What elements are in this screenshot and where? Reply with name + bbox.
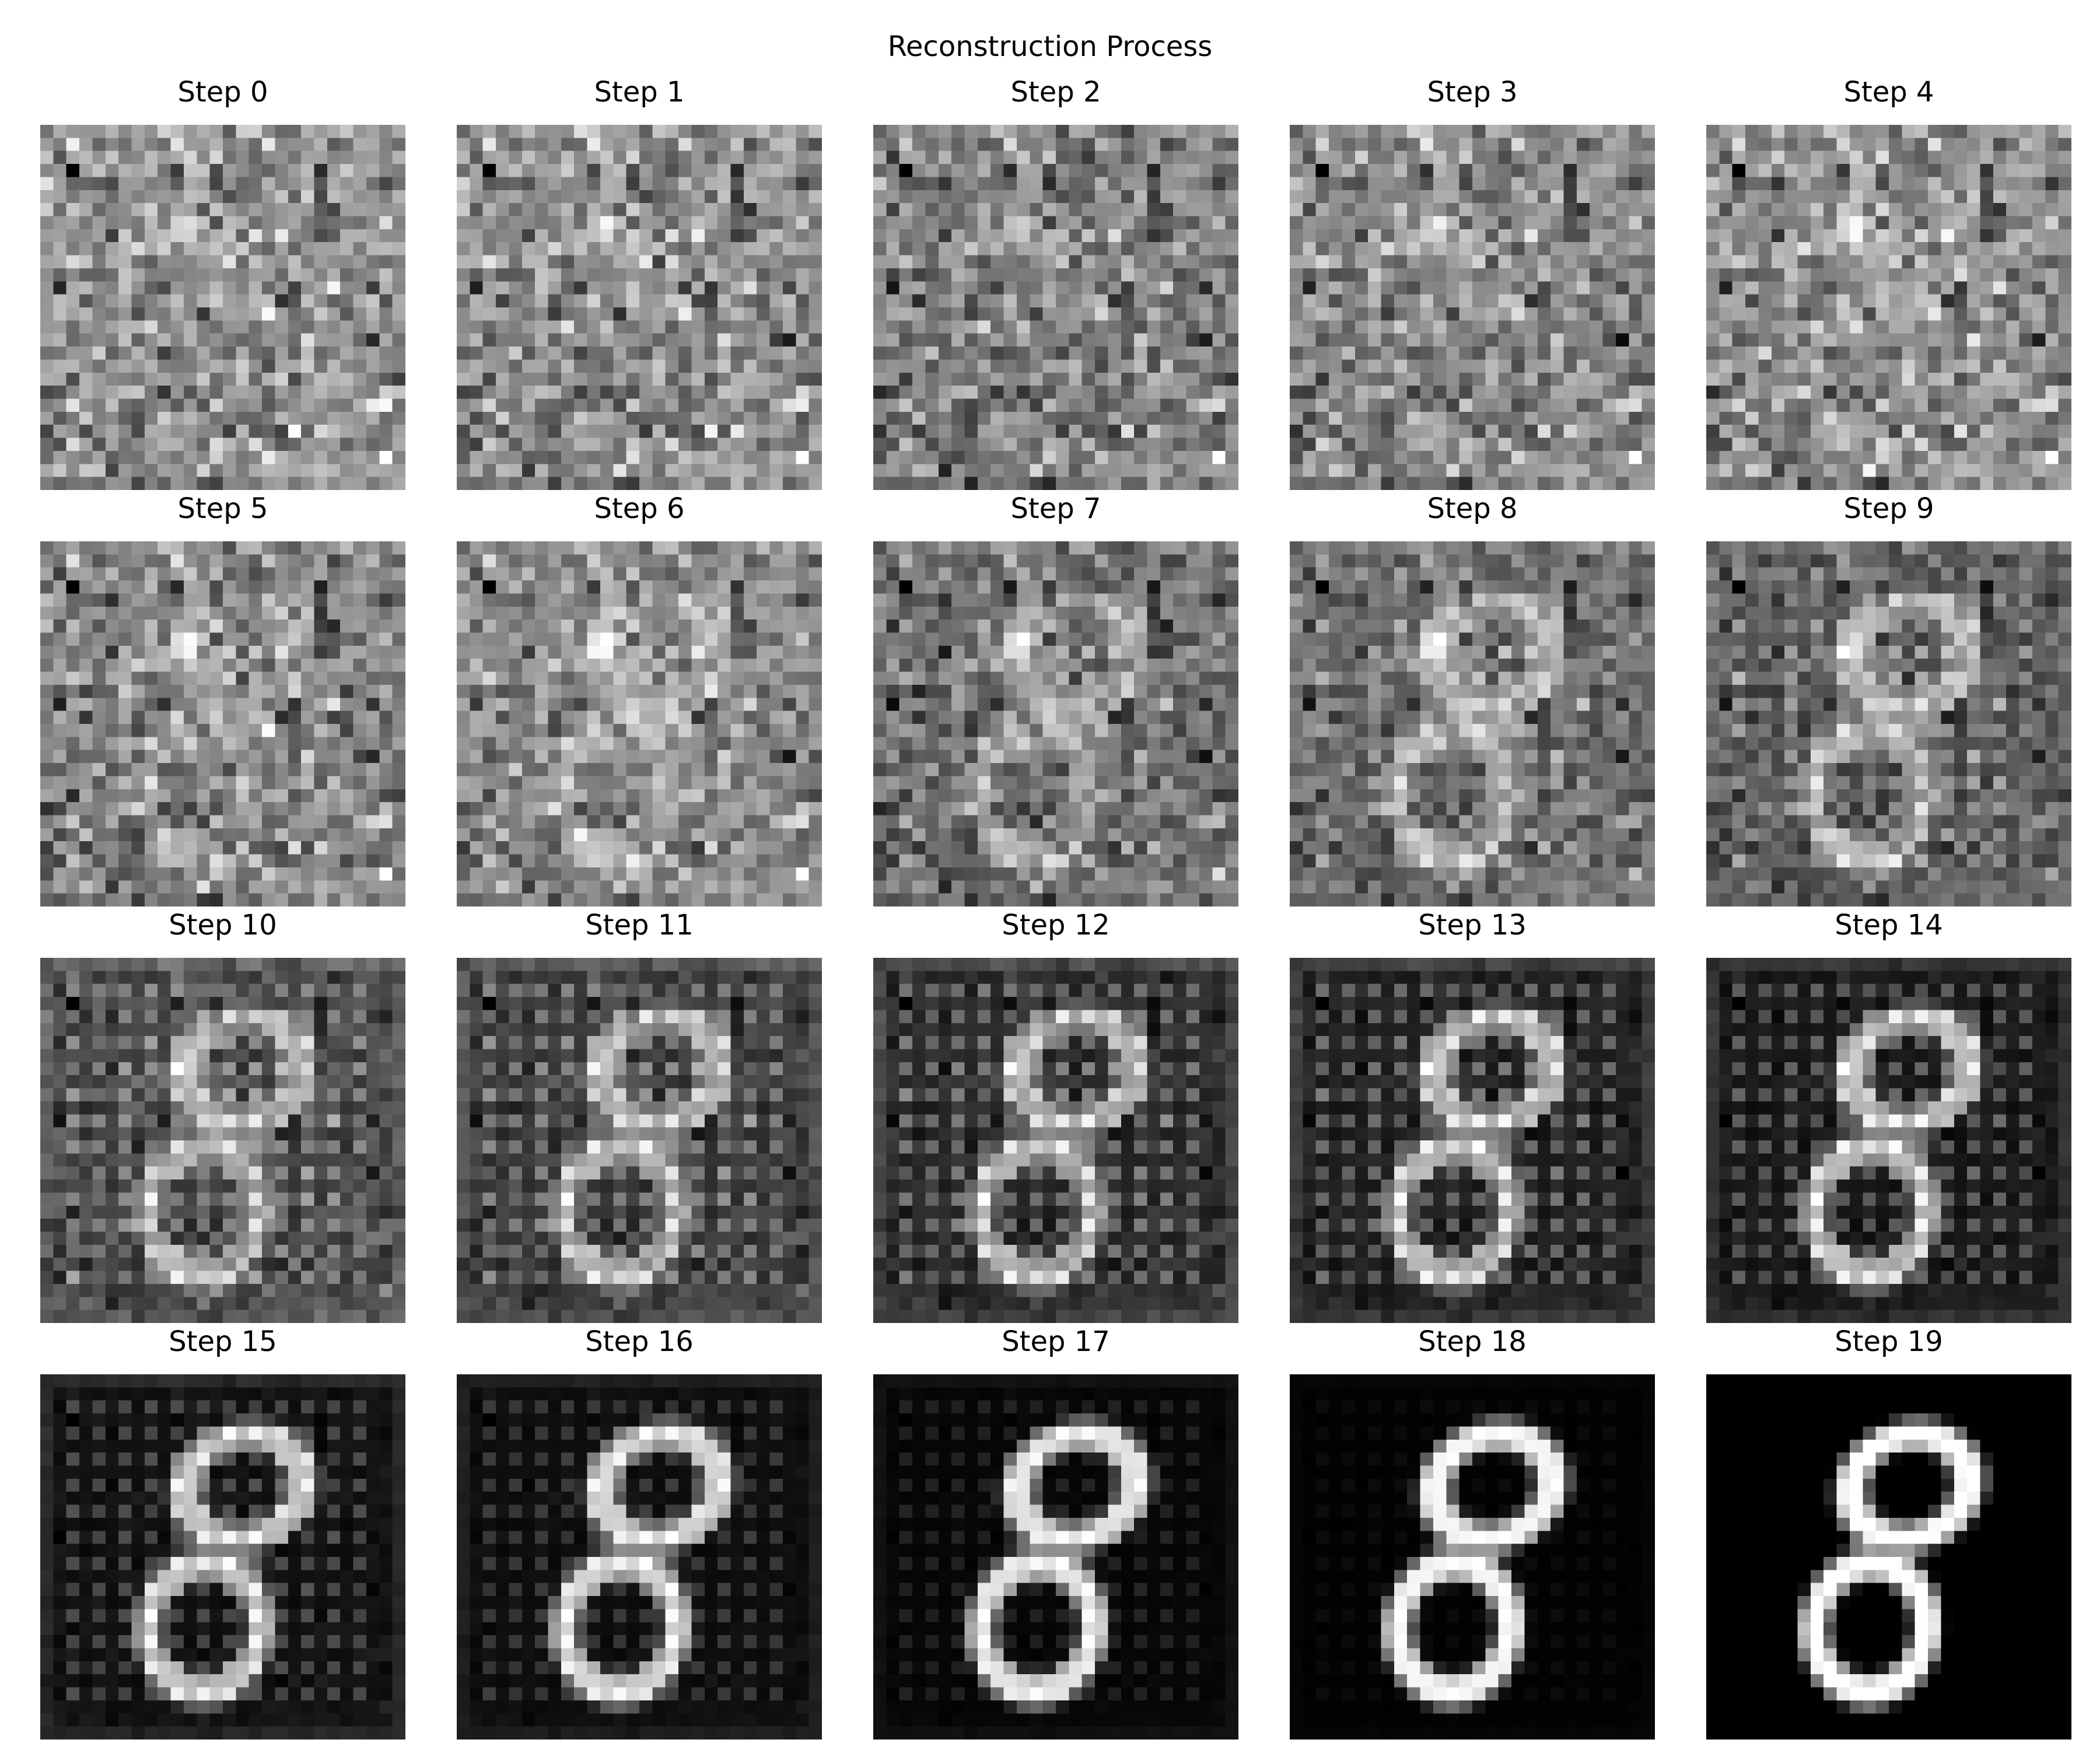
step-label: Step 16	[457, 1324, 822, 1359]
step-label: Step 14	[1706, 908, 2071, 943]
step-label: Step 15	[40, 1324, 405, 1359]
step-label: Step 8	[1290, 491, 1655, 526]
step-panel: Step 17	[873, 1324, 1238, 1740]
step-label: Step 9	[1706, 491, 2071, 526]
step-panel: Step 11	[457, 908, 822, 1323]
step-panel: Step 13	[1290, 908, 1655, 1323]
step-image	[1706, 958, 2071, 1323]
step-image	[40, 125, 405, 490]
step-image	[457, 958, 822, 1323]
step-label: Step 12	[873, 908, 1238, 943]
step-label: Step 17	[873, 1324, 1238, 1359]
step-panel: Step 12	[873, 908, 1238, 1323]
step-label: Step 18	[1290, 1324, 1655, 1359]
step-panel: Step 9	[1706, 491, 2071, 907]
step-image	[457, 125, 822, 490]
step-label: Step 1	[457, 75, 822, 110]
step-image	[457, 541, 822, 907]
step-panel: Step 1	[457, 75, 822, 490]
step-image	[1706, 541, 2071, 907]
step-label: Step 13	[1290, 908, 1655, 943]
step-panel: Step 10	[40, 908, 405, 1323]
step-panel: Step 0	[40, 75, 405, 490]
step-image	[1290, 1374, 1655, 1740]
step-panel: Step 2	[873, 75, 1238, 490]
step-image	[1706, 1374, 2071, 1740]
step-image	[873, 1374, 1238, 1740]
step-image	[40, 1374, 405, 1740]
step-label: Step 10	[40, 908, 405, 943]
step-panel: Step 14	[1706, 908, 2071, 1323]
step-label: Step 3	[1290, 75, 1655, 110]
step-image	[1290, 958, 1655, 1323]
step-label: Step 0	[40, 75, 405, 110]
step-image	[1290, 125, 1655, 490]
step-panel: Step 8	[1290, 491, 1655, 907]
step-label: Step 4	[1706, 75, 2071, 110]
step-panel: Step 7	[873, 491, 1238, 907]
step-label: Step 2	[873, 75, 1238, 110]
step-image	[40, 541, 405, 907]
step-label: Step 6	[457, 491, 822, 526]
step-panel: Step 16	[457, 1324, 822, 1740]
step-image	[40, 958, 405, 1323]
step-image	[457, 1374, 822, 1740]
step-label: Step 7	[873, 491, 1238, 526]
step-image	[1290, 541, 1655, 907]
step-label: Step 19	[1706, 1324, 2071, 1359]
step-label: Step 5	[40, 491, 405, 526]
step-panel: Step 6	[457, 491, 822, 907]
step-panel: Step 15	[40, 1324, 405, 1740]
step-image	[1706, 125, 2071, 490]
step-panel: Step 5	[40, 491, 405, 907]
step-panel: Step 19	[1706, 1324, 2071, 1740]
step-label: Step 11	[457, 908, 822, 943]
step-panel: Step 18	[1290, 1324, 1655, 1740]
step-image	[873, 958, 1238, 1323]
step-panel: Step 3	[1290, 75, 1655, 490]
step-panel: Step 4	[1706, 75, 2071, 490]
step-image	[873, 541, 1238, 907]
step-image	[873, 125, 1238, 490]
